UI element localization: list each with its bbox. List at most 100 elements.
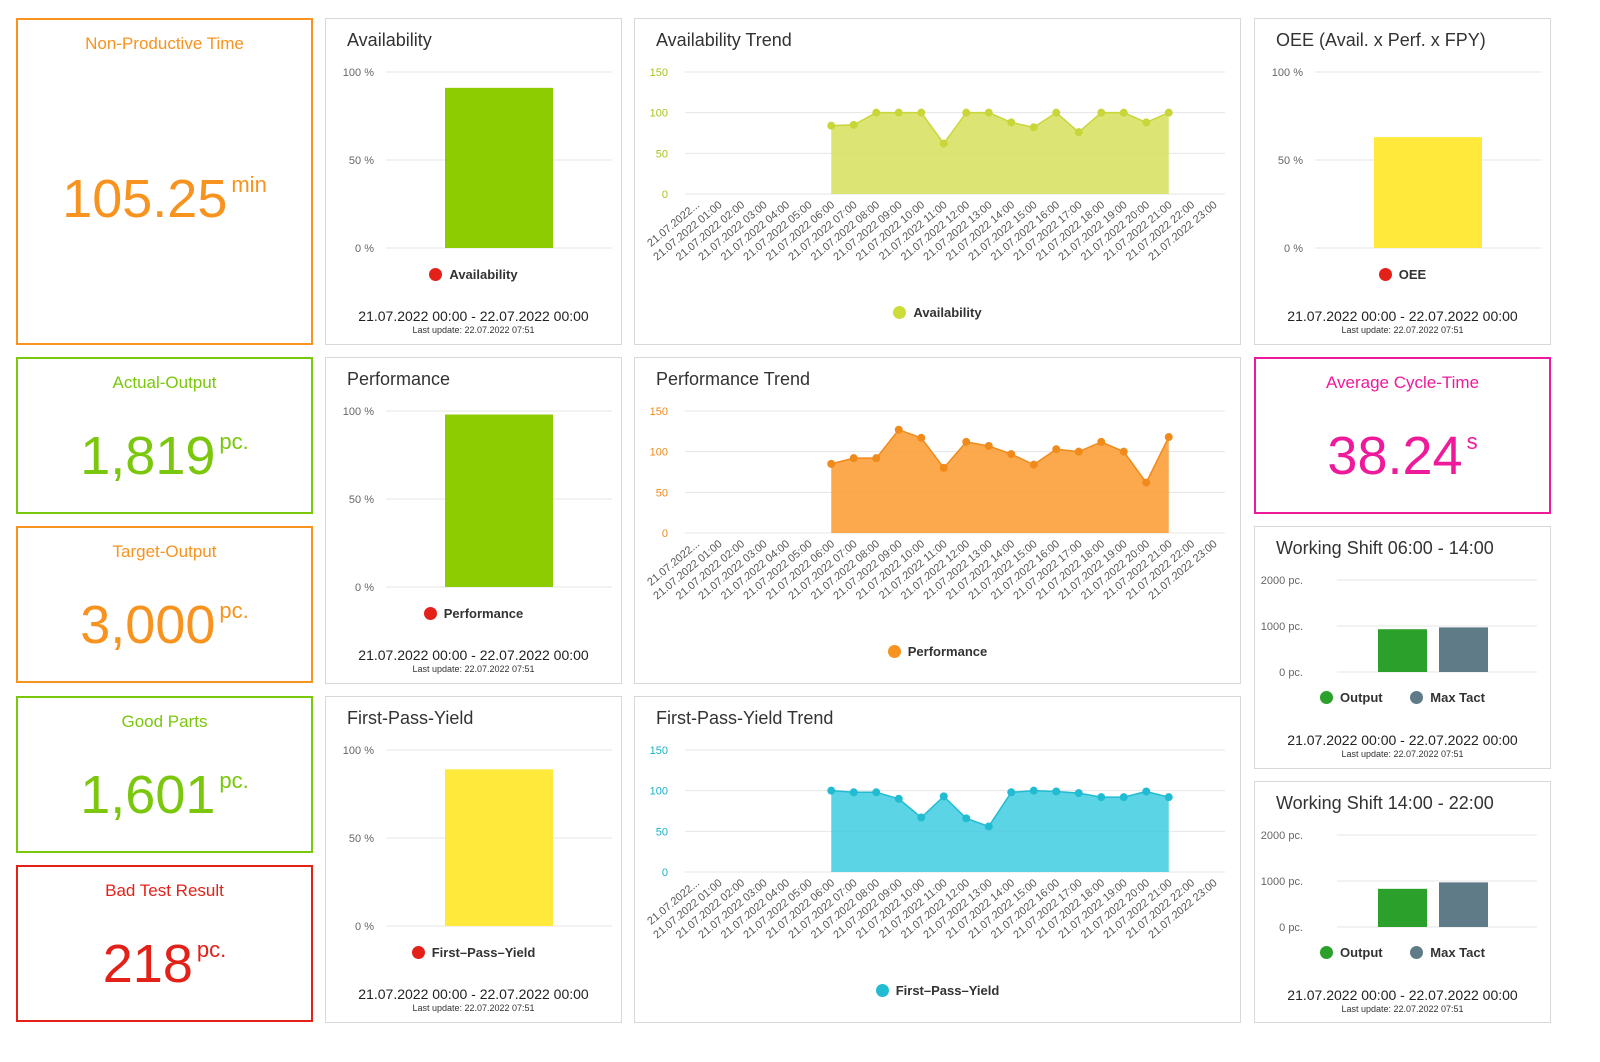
legend-label: Max Tact xyxy=(1430,690,1485,705)
chart-legend[interactable]: OEE xyxy=(1255,267,1550,282)
chart-legend[interactable]: Availability xyxy=(635,305,1240,320)
series-line xyxy=(831,111,1170,145)
kpi-good-parts: Good Parts 1,601 pc. xyxy=(16,696,313,853)
series-area xyxy=(831,790,1169,872)
legend-item-max-tact[interactable]: Max Tact xyxy=(1410,690,1485,705)
card-footer: 21.07.2022 00:00 - 22.07.2022 00:00 Last … xyxy=(326,308,621,335)
performance-chart: 0 % 50 % 100 % xyxy=(343,406,612,594)
y-tick-label: 0 % xyxy=(355,243,374,255)
y-tick-label: 0 xyxy=(662,528,668,540)
working-shift-1-card: Working Shift 06:00 - 14:00 0 pc. 1000 pc… xyxy=(1254,526,1551,769)
kpi-value: 1,819 xyxy=(80,426,216,486)
last-update: Last update: 22.07.2022 07:51 xyxy=(412,1003,535,1013)
chart-legend: Output Max Tact xyxy=(1255,690,1550,705)
data-point xyxy=(1097,437,1106,446)
kpi-title: Good Parts xyxy=(121,712,208,731)
legend-dot xyxy=(1320,691,1334,704)
y-tick-label: 0 xyxy=(662,867,668,879)
date-range: 21.07.2022 00:00 - 22.07.2022 00:00 xyxy=(358,647,589,663)
working-shift-1-chart: 0 pc. 1000 pc. 2000 pc. xyxy=(1261,575,1537,679)
chart-legend[interactable]: Availability xyxy=(326,267,621,282)
data-point xyxy=(1097,793,1106,802)
data-point xyxy=(1007,788,1016,797)
y-tick-label: 0 % xyxy=(1284,243,1303,255)
data-point xyxy=(849,120,858,129)
chart-legend[interactable]: First–Pass–Yield xyxy=(635,983,1240,998)
legend-item-max-tact[interactable]: Max Tact xyxy=(1410,945,1485,960)
last-update: Last update: 22.07.2022 07:51 xyxy=(1341,749,1464,759)
card-title: Availability Trend xyxy=(656,30,792,50)
card-footer: 21.07.2022 00:00 - 22.07.2022 00:00 Last … xyxy=(1255,987,1550,1014)
data-point xyxy=(1097,108,1106,117)
kpi-value: 105.25 xyxy=(62,169,228,229)
bar xyxy=(1439,882,1488,927)
kpi-value: 3,000 xyxy=(80,595,216,655)
legend-dot xyxy=(423,607,437,620)
card-title: First-Pass-Yield xyxy=(347,708,474,728)
data-point xyxy=(1074,789,1083,798)
availability-trend-card: Availability Trend 0 50 100 150 21.07.2022..… xyxy=(634,18,1241,345)
chart-legend[interactable]: Performance xyxy=(326,606,621,621)
data-point xyxy=(1052,787,1061,796)
series-line xyxy=(831,428,1170,485)
kpi-value: 218 xyxy=(102,934,193,994)
legend-dot xyxy=(893,306,907,319)
legend-dot xyxy=(875,984,889,997)
legend-item-output[interactable]: Output xyxy=(1320,945,1383,960)
y-tick-label: 1000 pc. xyxy=(1261,876,1303,888)
legend-label: OEE xyxy=(1398,267,1427,282)
data-point xyxy=(849,788,858,797)
y-tick-label: 0 pc. xyxy=(1279,667,1303,679)
legend-item-output[interactable]: Output xyxy=(1320,690,1383,705)
data-point xyxy=(917,108,926,117)
kpi-title: Actual-Output xyxy=(112,373,217,392)
card-footer: 21.07.2022 00:00 - 22.07.2022 00:00 Last … xyxy=(326,986,621,1013)
last-update: Last update: 22.07.2022 07:51 xyxy=(412,325,535,335)
date-range: 21.07.2022 00:00 - 22.07.2022 00:00 xyxy=(1287,987,1518,1003)
bar xyxy=(445,87,553,248)
chart-legend[interactable]: First–Pass–Yield xyxy=(326,945,621,960)
legend-label: Availability xyxy=(449,267,518,282)
y-tick-label: 100 xyxy=(650,786,668,798)
data-point xyxy=(1029,123,1038,132)
y-tick-label: 50 xyxy=(656,487,668,499)
series-line xyxy=(831,789,1169,828)
data-point xyxy=(1052,445,1061,454)
data-point xyxy=(1007,450,1016,459)
data-point xyxy=(1052,108,1061,117)
legend-label: Performance xyxy=(907,644,988,659)
card-footer: 21.07.2022 00:00 - 22.07.2022 00:00 Last … xyxy=(1255,732,1550,759)
data-point xyxy=(827,121,836,130)
legend-label: Availability xyxy=(913,305,982,320)
chart-legend[interactable]: Performance xyxy=(635,644,1240,659)
working-shift-2-chart: 0 pc. 1000 pc. 2000 pc. xyxy=(1261,830,1537,934)
data-point xyxy=(1074,128,1083,137)
date-range: 21.07.2022 00:00 - 22.07.2022 00:00 xyxy=(1287,308,1518,324)
legend-dot xyxy=(887,645,901,658)
data-point xyxy=(962,437,971,446)
y-tick-label: 2000 pc. xyxy=(1261,575,1303,587)
legend-label: First–Pass–Yield xyxy=(895,983,1000,998)
y-tick-label: 50 % xyxy=(1278,155,1303,167)
series-area xyxy=(831,112,1169,194)
kpi-title: Average Cycle-Time xyxy=(1325,373,1480,392)
data-point xyxy=(984,441,993,450)
y-tick-label: 100 % xyxy=(343,67,374,79)
availability-chart: 0 % 50 % 100 % xyxy=(343,67,612,255)
data-point xyxy=(872,108,881,117)
y-tick-label: 0 xyxy=(662,189,668,201)
data-point xyxy=(827,786,836,795)
y-tick-label: 2000 pc. xyxy=(1261,830,1303,842)
kpi-bad-test-result: Bad Test Result 218 pc. xyxy=(16,865,313,1022)
y-tick-label: 150 xyxy=(650,67,668,79)
data-point xyxy=(1119,108,1128,117)
y-tick-label: 50 % xyxy=(349,494,374,506)
data-point xyxy=(1007,118,1016,127)
legend-label: Max Tact xyxy=(1430,945,1485,960)
kpi-title: Target-Output xyxy=(112,542,217,561)
kpi-title: Bad Test Result xyxy=(105,881,224,900)
data-point xyxy=(849,454,858,463)
kpi-unit: pc. xyxy=(219,768,249,793)
legend-label: Output xyxy=(1340,945,1383,960)
